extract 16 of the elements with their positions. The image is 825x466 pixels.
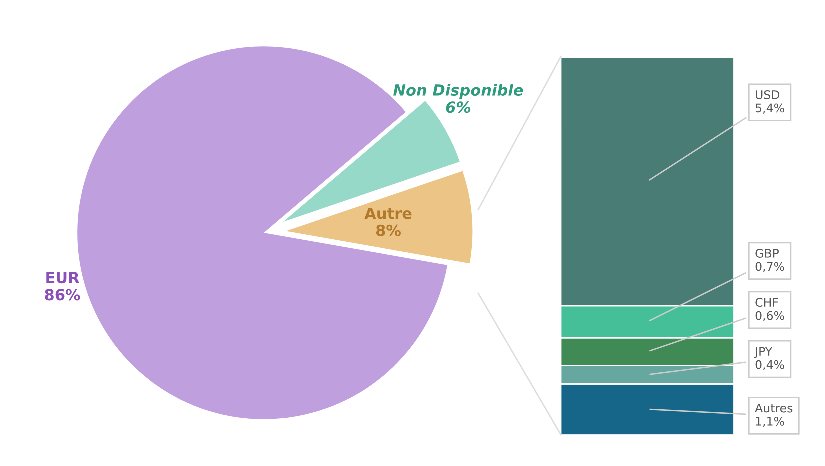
- series-label: Autres: [755, 404, 793, 413]
- data-label: 6%: [446, 102, 471, 114]
- text: GBP: [756, 249, 780, 258]
- data-label: 86%: [45, 289, 80, 301]
- slice-label: Autre: [364, 208, 412, 220]
- data-label: 8%: [376, 224, 402, 236]
- data-label: 0,7%: [756, 262, 784, 272]
- series-label: USD: [756, 90, 780, 100]
- data-label: 1,1%: [756, 417, 784, 428]
- slice-label: EUR: [46, 272, 80, 284]
- data-label: 5,4%: [756, 104, 784, 114]
- text: CHF: [756, 298, 778, 308]
- slice-label: Non Disponible: [394, 84, 524, 99]
- data-label: 0,4%: [756, 360, 784, 371]
- series-label: JPY: [754, 347, 773, 358]
- data-label: 0,6%: [756, 311, 784, 322]
